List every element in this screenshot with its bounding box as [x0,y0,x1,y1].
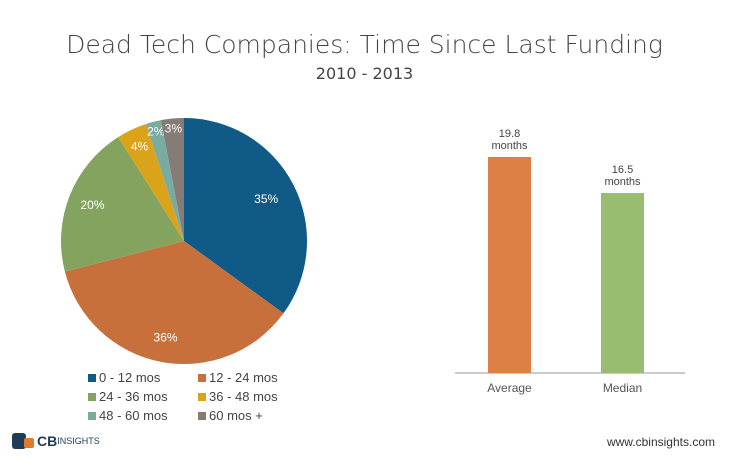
chart-subtitle: 2010 - 2013 [315,64,414,83]
legend-item: 12 - 24 mos [198,369,318,386]
pie-slice-3 [118,124,184,241]
pie-legend: 0 - 12 mos 12 - 24 mos 24 - 36 mos 36 - 48 … [88,369,328,424]
legend-item: 24 - 36 mos [88,388,198,405]
chart-title: Dead Tech Companies: Time Since Last Fun… [66,30,663,59]
legend-item: 60 mos + [198,407,318,424]
pie-data-label: 35% [254,192,278,206]
legend-swatch [88,411,96,420]
legend-label: 0 - 12 mos [99,370,161,385]
legend-label: 60 mos + [209,408,263,423]
cb-insights-logo: CB INSIGHTS [12,433,100,449]
legend-label: 12 - 24 mos [209,370,278,385]
pie-slice-4 [145,120,184,241]
pie-data-label: 36% [154,331,178,345]
pie-slice-0 [184,118,307,314]
legend-label: 48 - 60 mos [99,408,168,423]
x-tick-label: Average [487,381,532,395]
legend-swatch [198,411,206,420]
bar-data-label: 16.5 [612,164,633,176]
pie-slice-1 [64,241,284,364]
pie-data-label: 2% [147,124,165,138]
pie-data-label: 20% [80,198,104,212]
bar-data-label: months [604,176,641,188]
legend-swatch [198,392,206,401]
legend-item: 0 - 12 mos [88,369,198,386]
legend-item: 36 - 48 mos [198,388,318,405]
pie-data-label: 3% [165,121,183,135]
website-url: www.cbinsights.com [606,435,715,449]
bar-average [488,157,531,373]
legend-item: 48 - 60 mos [88,407,198,424]
bar-data-label: 19.8 [499,128,520,140]
legend-swatch [198,373,206,382]
pie-slice-5 [160,118,184,241]
x-tick-label: Median [603,381,642,395]
pie-data-label: 4% [131,139,149,153]
bar-data-label: months [491,140,528,152]
legend-label: 36 - 48 mos [209,389,278,404]
legend-swatch [88,392,96,401]
legend-label: 24 - 36 mos [99,389,168,404]
pie-slice-2 [60,137,184,272]
bar-median [601,193,644,373]
legend-swatch [88,373,96,382]
